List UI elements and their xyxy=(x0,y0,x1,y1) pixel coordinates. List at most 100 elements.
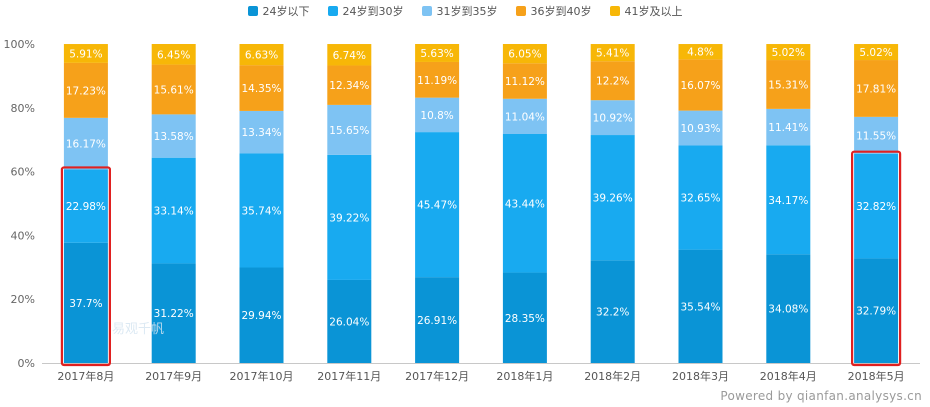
bar-segment xyxy=(327,44,372,66)
bar-segment xyxy=(766,44,811,61)
bar-segment xyxy=(590,100,635,136)
data-label: 33.14% xyxy=(154,206,194,218)
legend-swatch xyxy=(515,6,526,16)
highlight-box xyxy=(850,150,902,367)
data-label: 4.8% xyxy=(687,47,714,59)
bar-segment xyxy=(415,44,460,62)
bar-segment xyxy=(854,60,899,117)
x-tick-label: 2017年10月 xyxy=(230,369,294,383)
legend-swatch xyxy=(609,6,620,16)
data-label: 14.35% xyxy=(241,83,281,95)
bar-segment xyxy=(766,60,811,109)
x-tick-label: 2017年8月 xyxy=(57,369,114,383)
legend-swatch xyxy=(421,6,432,16)
data-label: 35.74% xyxy=(241,205,281,217)
data-label: 11.19% xyxy=(417,75,457,87)
bar-segment xyxy=(590,135,635,261)
data-label: 6.45% xyxy=(157,49,190,61)
x-tick-label: 2017年11月 xyxy=(317,369,381,383)
bar-segment xyxy=(327,154,372,280)
bar-segment xyxy=(854,116,899,154)
legend-item[interactable]: 36岁到40岁 xyxy=(515,3,592,19)
bar-segment xyxy=(151,263,196,363)
data-label: 11.04% xyxy=(505,111,545,123)
watermark-logo: 易观千帆 xyxy=(112,322,165,337)
x-tick-label: 2018年2月 xyxy=(584,369,641,383)
x-tick-label: 2018年1月 xyxy=(496,369,553,383)
bar-segment xyxy=(415,132,460,278)
legend-label: 24岁到30岁 xyxy=(342,5,404,18)
legend-item[interactable]: 31岁到35岁 xyxy=(421,3,498,19)
data-label: 15.61% xyxy=(154,84,194,96)
data-label: 16.17% xyxy=(66,139,106,151)
data-label: 35.54% xyxy=(680,301,720,313)
bar-segment xyxy=(502,272,547,363)
data-label: 22.98% xyxy=(66,201,106,213)
legend-swatch xyxy=(247,6,258,16)
bar-segment xyxy=(151,157,196,264)
bar-segment xyxy=(502,44,547,64)
data-label: 13.58% xyxy=(154,131,194,143)
bar-segment xyxy=(63,242,108,363)
y-tick-label: 100% xyxy=(4,38,35,51)
bar-segment xyxy=(63,44,108,63)
data-label: 39.26% xyxy=(593,193,633,205)
bar-segment xyxy=(766,108,811,146)
data-label: 5.63% xyxy=(420,48,453,60)
bar-segment xyxy=(678,59,723,111)
data-label: 12.34% xyxy=(329,80,369,92)
bar-segment xyxy=(766,254,811,363)
data-label: 5.02% xyxy=(772,47,805,59)
data-label: 6.05% xyxy=(508,49,541,61)
x-tick-label: 2018年5月 xyxy=(848,369,905,383)
bar-segment xyxy=(854,258,899,363)
data-label: 45.47% xyxy=(417,200,457,212)
data-label: 10.92% xyxy=(593,113,633,125)
x-tick-label: 2018年3月 xyxy=(672,369,729,383)
data-label: 32.65% xyxy=(680,193,720,205)
legend-item[interactable]: 24岁到30岁 xyxy=(327,3,404,19)
bar-segment xyxy=(151,64,196,115)
bar-segment xyxy=(590,44,635,62)
data-label: 12.2% xyxy=(596,76,629,88)
watermark: Powered by qianfan.analysys.cn xyxy=(720,389,922,403)
data-label: 5.91% xyxy=(69,48,102,60)
data-label: 39.22% xyxy=(329,212,369,224)
bar-segment xyxy=(502,133,547,273)
data-label: 28.35% xyxy=(505,313,545,325)
y-tick-label: 20% xyxy=(11,293,35,306)
x-tick-label: 2018年4月 xyxy=(760,369,817,383)
data-label: 32.2% xyxy=(596,307,629,319)
data-label: 37.7% xyxy=(69,298,102,310)
data-label: 43.44% xyxy=(505,198,545,210)
legend-label: 24岁以下 xyxy=(262,5,310,18)
data-label: 26.04% xyxy=(329,316,369,328)
data-label: 17.81% xyxy=(856,83,896,95)
legend-item[interactable]: 41岁及以上 xyxy=(609,3,683,19)
legend-swatch xyxy=(327,6,338,16)
data-label: 11.55% xyxy=(856,130,896,142)
bar-segment xyxy=(678,249,723,363)
bar-segment xyxy=(63,62,108,118)
data-label: 29.94% xyxy=(241,310,281,322)
bar-segment xyxy=(590,61,635,101)
legend-item[interactable]: 24岁以下 xyxy=(247,3,310,19)
bar-segment xyxy=(854,153,899,259)
data-label: 26.91% xyxy=(417,315,457,327)
legend-label: 31岁到35岁 xyxy=(436,5,498,18)
bar-segment xyxy=(151,114,196,158)
bar-segment xyxy=(854,44,899,61)
data-label: 11.12% xyxy=(505,76,545,88)
bar-segment xyxy=(502,63,547,99)
data-label: 11.41% xyxy=(768,122,808,134)
bar-segment xyxy=(327,279,372,363)
bar-segment xyxy=(239,153,284,268)
bar-segment xyxy=(415,97,460,133)
data-label: 6.74% xyxy=(333,50,366,62)
bar-segment xyxy=(239,110,284,154)
y-tick-label: 40% xyxy=(11,229,35,242)
data-label: 34.17% xyxy=(768,195,808,207)
y-tick-label: 0% xyxy=(18,357,35,370)
